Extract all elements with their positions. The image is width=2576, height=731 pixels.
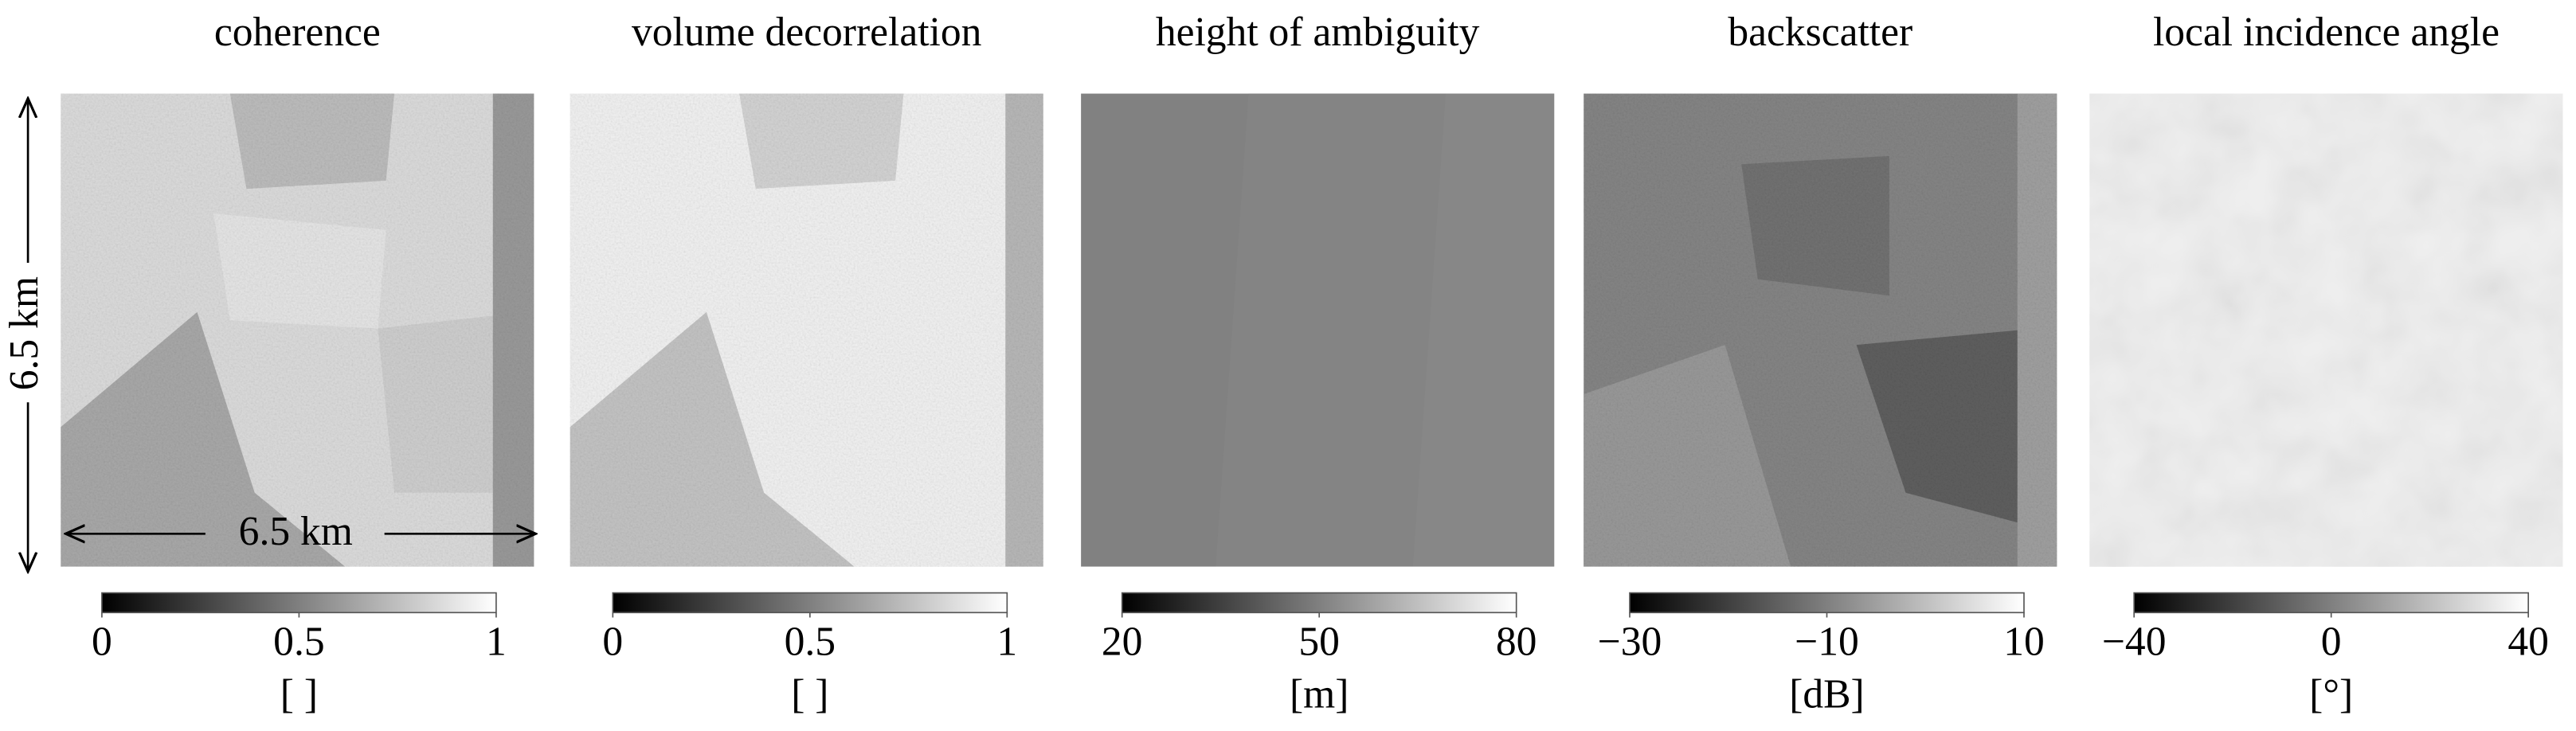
local-incidence-angle-image (2089, 93, 2563, 567)
volume-decorrelation-image (570, 93, 1043, 567)
colorbar-unit: [°] (2309, 671, 2353, 717)
coherence-image (61, 93, 534, 567)
panel-title: coherence (214, 10, 381, 55)
panel-title: backscatter (1728, 10, 1912, 55)
colorbar-tick-label: 1 (996, 619, 1017, 664)
colorbar-tick-label: 20 (1102, 619, 1143, 664)
colorbar-tick-label: −30 (1598, 619, 1662, 664)
colorbar (612, 592, 1008, 614)
colorbar (2133, 592, 2529, 614)
colorbar-tick-label: 50 (1298, 619, 1340, 664)
colorbar (1121, 592, 1517, 614)
colorbar-tick-label: 0.5 (785, 619, 836, 664)
height-of-ambiguity-image (1081, 93, 1555, 567)
colorbar-tick-label: 0 (2321, 619, 2342, 664)
colorbar-tick-label: −40 (2102, 619, 2167, 664)
colorbar-tick-label: 10 (2003, 619, 2045, 664)
panel-title: height of ambiguity (1156, 10, 1480, 55)
colorbar (1629, 592, 2025, 614)
colorbar-tick-label: 0.5 (273, 619, 324, 664)
colorbar (101, 592, 497, 614)
panel-title: local incidence angle (2153, 10, 2500, 55)
colorbar-tick-label: 80 (1496, 619, 1537, 664)
colorbar-tick-label: 0 (602, 619, 623, 664)
colorbar-tick-label: −10 (1795, 619, 1859, 664)
colorbar-tick-label: 1 (486, 619, 507, 664)
vertical-scale-label: 6.5 km (2, 276, 47, 390)
colorbar-unit: [ ] (280, 671, 318, 717)
colorbar-unit: [dB] (1789, 671, 1865, 717)
panel-title: volume decorrelation (632, 10, 981, 55)
colorbar-tick-label: 40 (2507, 619, 2549, 664)
backscatter-image (1584, 93, 2057, 567)
colorbar-tick-label: 0 (92, 619, 112, 664)
horizontal-scale-label: 6.5 km (239, 509, 353, 554)
colorbar-unit: [m] (1290, 671, 1349, 717)
colorbar-unit: [ ] (791, 671, 828, 717)
